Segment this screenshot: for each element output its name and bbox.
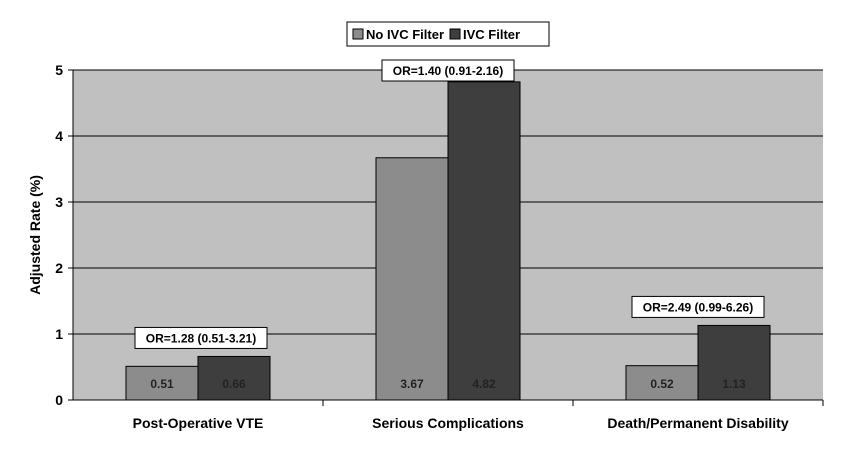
y-tick-label: 3 — [55, 194, 63, 210]
data-label: 0.52 — [650, 377, 674, 391]
y-tick-label: 5 — [55, 62, 63, 78]
odds-ratio-annotation: OR=1.40 (0.91-2.16) — [381, 59, 515, 82]
legend-box — [346, 21, 550, 47]
data-label: 3.67 — [400, 377, 424, 391]
annotation-text: OR=1.28 (0.51-3.21) — [146, 331, 256, 345]
data-label: 4.82 — [472, 377, 496, 391]
annotation-text: OR=1.40 (0.91-2.16) — [393, 64, 503, 78]
data-label: 0.66 — [222, 377, 246, 391]
data-label: 0.51 — [150, 377, 174, 391]
y-tick-label: 1 — [55, 326, 63, 342]
legend-swatch — [352, 28, 364, 40]
annotation-box — [381, 59, 515, 82]
x-tick-label: Death/Permanent Disability — [607, 415, 788, 431]
x-tick-label: Serious Complications — [372, 415, 524, 431]
x-tick-label: Post-Operative VTE — [133, 415, 264, 431]
y-tick-label: 4 — [55, 128, 63, 144]
legend: No IVC Filter IVC Filter — [346, 21, 550, 47]
annotation-text: OR=2.49 (0.99-6.26) — [643, 300, 753, 314]
odds-ratio-annotation: OR=2.49 (0.99-6.26) — [631, 295, 765, 318]
bar — [447, 81, 521, 401]
odds-ratio-annotation: OR=1.28 (0.51-3.21) — [134, 326, 268, 349]
bar — [125, 365, 199, 401]
annotation-box — [631, 295, 765, 318]
data-label: 1.13 — [722, 377, 746, 391]
annotation-box — [134, 326, 268, 349]
bar — [375, 157, 449, 401]
legend-swatch — [449, 28, 461, 40]
y-tick-label: 2 — [55, 260, 63, 276]
legend-label: No IVC Filter — [366, 27, 444, 42]
bar — [697, 324, 771, 401]
y-axis-label: Adjusted Rate (%) — [27, 175, 43, 295]
y-tick-label: 0 — [55, 392, 63, 408]
legend-label: IVC Filter — [463, 27, 520, 42]
